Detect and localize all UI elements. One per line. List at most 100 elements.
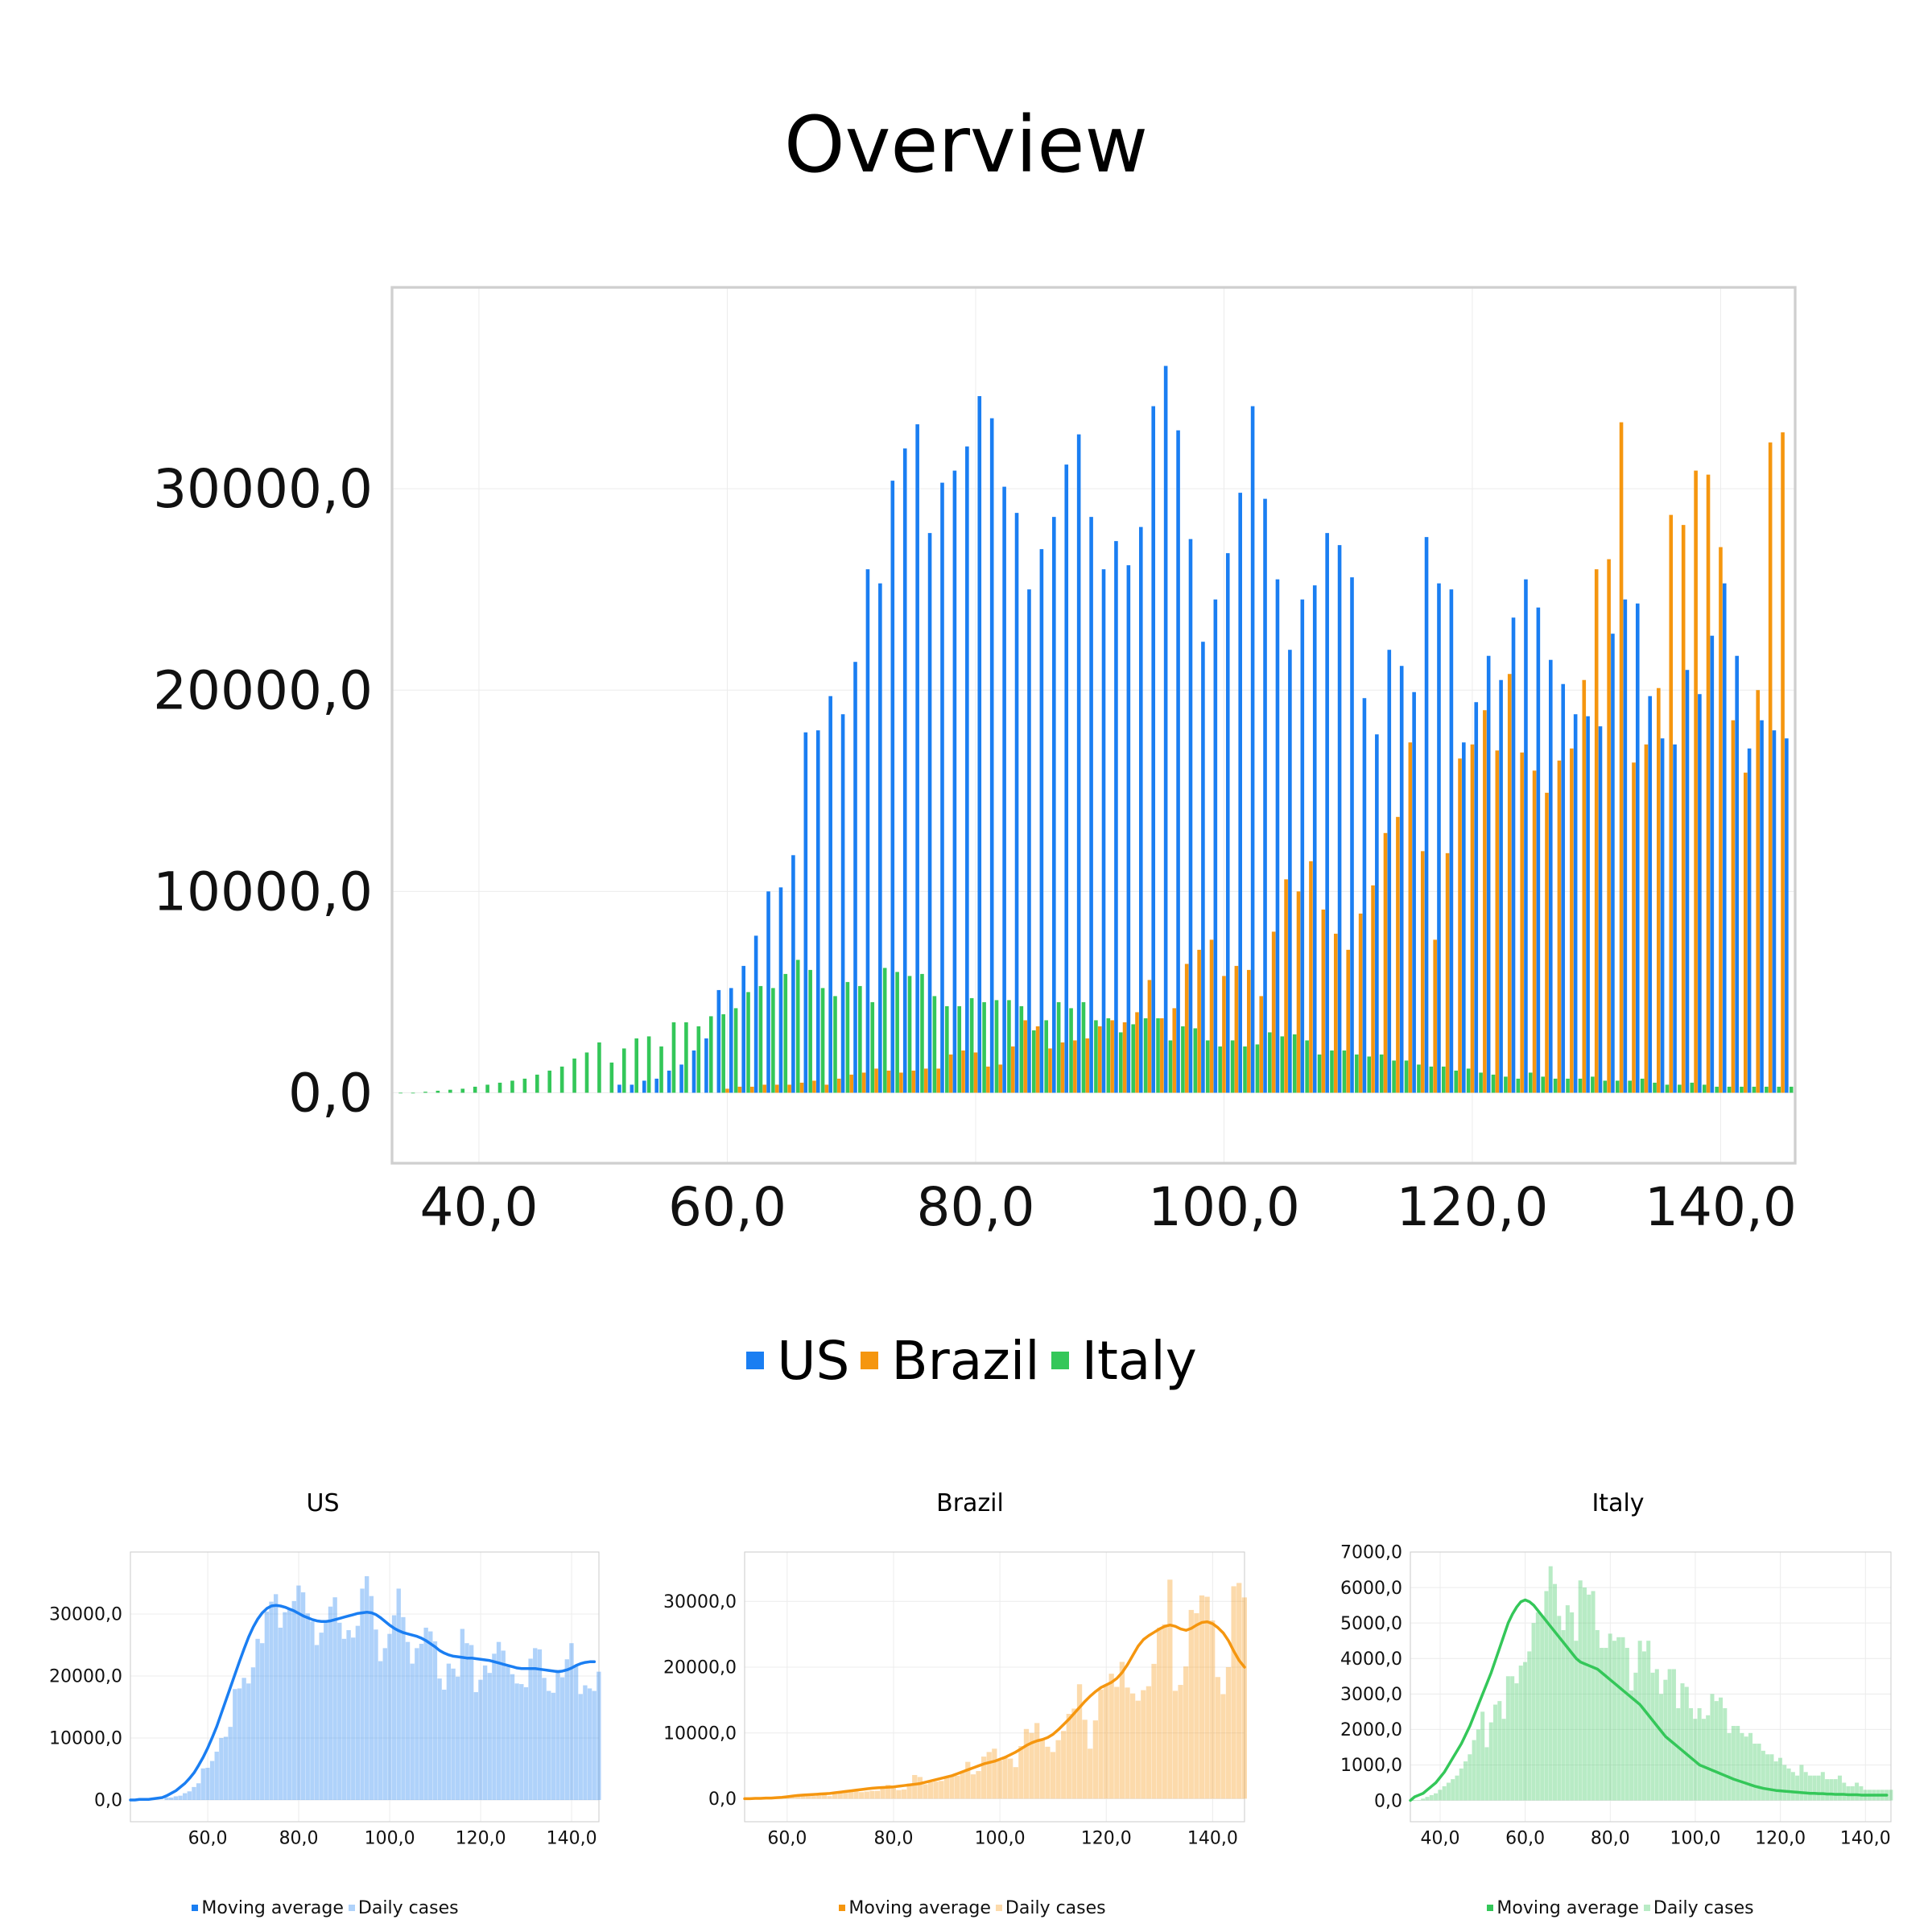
daily-bar — [1731, 1725, 1736, 1801]
y-tick-label: 0,0 — [94, 1791, 122, 1811]
subchart-title-italy: Italy — [1591, 1489, 1645, 1517]
bar-us — [1176, 430, 1180, 1093]
daily-bar — [1889, 1790, 1893, 1801]
bar-us — [1151, 406, 1156, 1093]
bar-italy — [696, 1026, 701, 1093]
daily-bar — [405, 1641, 411, 1801]
bar-italy — [1044, 1020, 1049, 1093]
bar-italy — [1317, 1054, 1322, 1093]
daily-bar — [1654, 1669, 1659, 1801]
x-tick-label: 40,0 — [1420, 1829, 1459, 1849]
bar-italy — [783, 973, 788, 1093]
legend-label-daily-cases: Daily cases — [357, 1897, 459, 1918]
daily-bar — [519, 1684, 524, 1801]
bar-italy — [1702, 1084, 1707, 1093]
daily-bar — [542, 1678, 547, 1801]
bar-italy — [858, 985, 862, 1093]
x-tick-label: 60,0 — [1505, 1829, 1545, 1849]
legend-swatch-moving-average — [192, 1905, 199, 1911]
bar-us — [1747, 748, 1752, 1093]
bar-italy — [1504, 1076, 1508, 1093]
x-tick-label: 120,0 — [1081, 1829, 1132, 1849]
page-title: Overview — [784, 100, 1148, 190]
daily-bar — [859, 1792, 865, 1799]
bar-us — [902, 448, 907, 1093]
daily-bar — [514, 1683, 519, 1801]
bar-brazil — [1458, 758, 1462, 1093]
bar-italy — [460, 1088, 465, 1093]
daily-bar — [1076, 1684, 1083, 1799]
bar-italy — [436, 1090, 440, 1093]
daily-bar — [1061, 1731, 1067, 1799]
bar-us — [1076, 434, 1081, 1093]
daily-bar — [821, 1794, 828, 1799]
daily-bar — [1561, 1629, 1566, 1801]
bar-brazil — [1607, 559, 1611, 1093]
bar-us — [1449, 589, 1454, 1093]
x-tick-label: 80,0 — [873, 1829, 913, 1849]
bar-us — [1673, 744, 1677, 1093]
bar-brazil — [1756, 690, 1761, 1093]
bar-italy — [1591, 1076, 1595, 1093]
daily-bar — [1548, 1566, 1553, 1801]
daily-bar — [264, 1611, 270, 1801]
bar-brazil — [1520, 752, 1524, 1093]
bar-italy — [1553, 1078, 1558, 1093]
bar-italy — [994, 1000, 999, 1093]
daily-bar — [1799, 1765, 1804, 1801]
x-tick-label: 80,0 — [916, 1176, 1034, 1238]
bar-italy — [920, 973, 924, 1093]
bar-italy — [473, 1086, 477, 1093]
daily-bar — [569, 1643, 574, 1801]
bar-brazil — [1371, 885, 1375, 1093]
daily-bar — [1425, 1797, 1430, 1801]
bar-us — [1238, 493, 1242, 1093]
bar-us — [815, 730, 820, 1093]
bar-us — [1561, 683, 1566, 1093]
daily-bar — [1438, 1790, 1443, 1801]
bar-italy — [771, 988, 775, 1093]
daily-bar — [1752, 1744, 1757, 1801]
bar-us — [1027, 589, 1031, 1093]
bar-brazil — [1657, 687, 1661, 1093]
daily-bar — [980, 1757, 987, 1799]
bar-italy — [1765, 1086, 1769, 1093]
bar-brazil — [1222, 976, 1226, 1093]
bar-us — [1524, 579, 1528, 1093]
bar-brazil — [774, 1084, 779, 1093]
bar-italy — [671, 1022, 676, 1093]
daily-bar — [351, 1637, 356, 1801]
daily-bar — [182, 1793, 188, 1801]
daily-bar — [1045, 1746, 1051, 1799]
bar-us — [1250, 406, 1255, 1093]
bar-italy — [1205, 1040, 1210, 1093]
bar-brazil — [1247, 969, 1251, 1093]
bar-brazil — [911, 1070, 916, 1093]
bar-italy — [795, 960, 800, 1093]
daily-bar — [1472, 1740, 1476, 1801]
x-tick-label: 80,0 — [1591, 1829, 1630, 1849]
daily-bar — [1829, 1779, 1834, 1801]
bar-brazil — [1209, 939, 1214, 1093]
legend-swatch-brazil — [861, 1352, 879, 1369]
moving-average-line — [129, 1604, 597, 1802]
bar-brazil — [1296, 891, 1301, 1093]
bar-italy — [1615, 1080, 1620, 1093]
daily-bar — [790, 1796, 795, 1799]
daily-bar — [880, 1785, 886, 1799]
daily-bar — [1210, 1620, 1216, 1799]
daily-bar — [1141, 1690, 1146, 1799]
daily-bar — [1591, 1591, 1596, 1801]
daily-bar — [1641, 1651, 1646, 1801]
daily-bar — [419, 1643, 424, 1801]
bar-us — [741, 965, 745, 1093]
daily-bar — [1570, 1612, 1575, 1801]
daily-bar — [324, 1622, 328, 1801]
bar-brazil — [1147, 980, 1152, 1093]
bar-us — [1263, 498, 1267, 1093]
y-tick-label: 10000,0 — [663, 1724, 737, 1744]
daily-bar — [1215, 1677, 1220, 1799]
daily-bar — [1412, 1800, 1417, 1802]
daily-bar — [1119, 1662, 1125, 1799]
daily-bar — [901, 1789, 907, 1799]
